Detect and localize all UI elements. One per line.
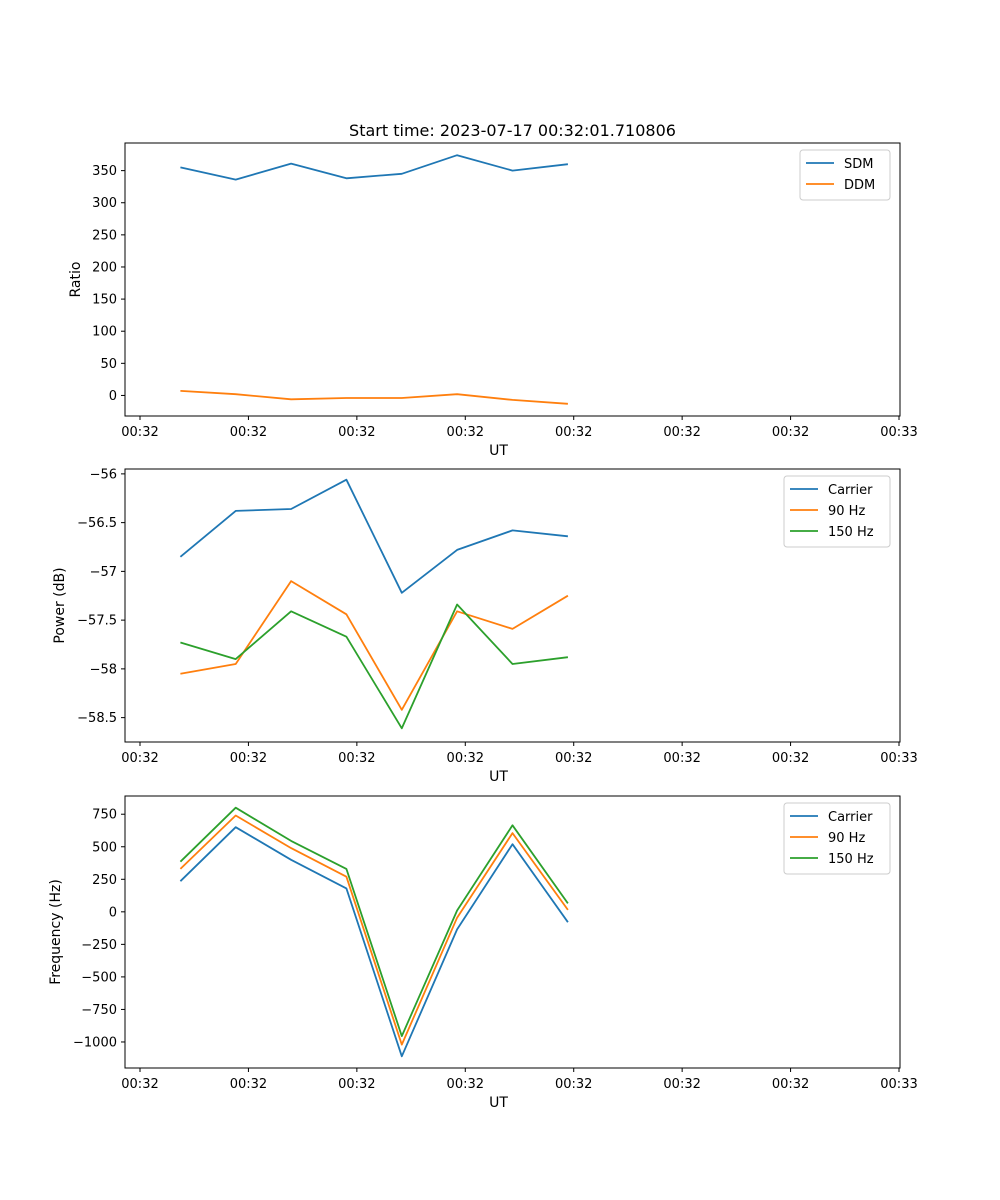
legend-label-carrier: Carrier	[828, 810, 873, 825]
x-tick-label: 00:32	[663, 751, 700, 766]
x-tick-label: 00:32	[555, 1077, 592, 1092]
y-tick-label: 300	[92, 196, 117, 211]
series-line-carrier	[179, 826, 569, 1058]
y-tick-label: 0	[109, 389, 117, 404]
legend-box	[783, 475, 891, 548]
x-tick-label: 00:32	[663, 1077, 700, 1092]
x-tick-label: 00:32	[447, 1077, 484, 1092]
legend-label-150-hz: 150 Hz	[828, 852, 874, 867]
legend: SDM DDM	[799, 149, 891, 201]
x-tick-label: 00:32	[447, 425, 484, 440]
y-tick-label: −500	[81, 970, 117, 985]
legend-label-sdm: SDM	[844, 157, 873, 172]
series-line-90-hz	[180, 580, 569, 711]
legend: Carrier 90 Hz 150 Hz	[783, 802, 891, 875]
y-tick-label: −56	[90, 467, 117, 482]
x-tick-label: 00:32	[230, 751, 267, 766]
chart-title: Start time: 2023-07-17 00:32:01.710806	[349, 121, 676, 140]
x-tick-label: 00:32	[663, 425, 700, 440]
series-line-150-hz	[180, 603, 569, 730]
y-tick-label: 0	[109, 905, 117, 920]
legend-label-carrier: Carrier	[828, 483, 873, 498]
x-tick-label: 00:32	[121, 1077, 158, 1092]
plot-frame	[124, 142, 901, 417]
y-axis-label: Power (dB)	[52, 567, 68, 643]
x-axis-label: UT	[489, 1095, 508, 1111]
y-axis-label: Ratio	[68, 262, 84, 298]
legend-label-90-hz: 90 Hz	[828, 504, 865, 519]
y-tick-label: −58	[90, 662, 117, 677]
y-tick-label: 50	[100, 357, 117, 372]
series-line-150-hz	[179, 806, 569, 1037]
chart-panel-3: −1000 −750 −500 −250 0 250 500 750 00:32 00:32 00:…	[48, 795, 918, 1111]
x-tick-label: 00:32	[555, 751, 592, 766]
y-tick-label: 500	[92, 840, 117, 855]
y-tick-label: −56.5	[77, 516, 117, 531]
y-tick-label: 250	[92, 873, 117, 888]
series-line-carrier	[179, 478, 568, 594]
x-tick-label: 00:32	[230, 425, 267, 440]
y-axis-label: Frequency (Hz)	[48, 879, 64, 985]
y-tick-label: −57	[90, 565, 117, 580]
legend-label-ddm: DDM	[844, 178, 875, 193]
y-tick-label: −57.5	[77, 614, 117, 629]
y-tick-label: 750	[92, 808, 117, 823]
y-tick-label: 250	[92, 228, 117, 243]
x-tick-label: 00:32	[338, 425, 375, 440]
x-tick-label: 00:32	[772, 425, 809, 440]
legend: Carrier 90 Hz 150 Hz	[783, 475, 891, 548]
y-tick-label: 100	[92, 325, 117, 340]
y-tick-label: 200	[92, 260, 117, 275]
x-tick-label: 00:33	[880, 751, 917, 766]
x-tick-label: 00:32	[338, 751, 375, 766]
x-tick-label: 00:33	[880, 1077, 917, 1092]
chart-panel-2: −58.5 −58 −57.5 −57 −56.5 −56 00:32 00:32 00:32 0…	[52, 467, 918, 785]
x-tick-label: 00:32	[772, 751, 809, 766]
plot-frame	[124, 468, 901, 743]
x-tick-label: 00:32	[555, 425, 592, 440]
series-line-ddm	[180, 390, 568, 405]
x-axis-label: UT	[489, 769, 508, 785]
plot-frame	[124, 795, 901, 1069]
y-tick-label: 350	[92, 164, 117, 179]
y-tick-label: −750	[81, 1003, 117, 1018]
legend-box	[783, 802, 891, 875]
x-tick-label: 00:33	[880, 425, 917, 440]
x-tick-label: 00:32	[121, 425, 158, 440]
legend-label-90-hz: 90 Hz	[828, 831, 865, 846]
legend-label-150-hz: 150 Hz	[828, 525, 874, 540]
chart-panel-1: Start time: 2023-07-17 00:32:01.710806 0 5…	[68, 121, 918, 459]
x-axis-label: UT	[489, 443, 508, 459]
x-tick-label: 00:32	[447, 751, 484, 766]
x-tick-label: 00:32	[772, 1077, 809, 1092]
y-tick-label: 150	[92, 293, 117, 308]
y-tick-label: −250	[81, 938, 117, 953]
x-tick-label: 00:32	[338, 1077, 375, 1092]
y-tick-label: −1000	[73, 1035, 117, 1050]
series-line-sdm	[180, 154, 569, 181]
x-tick-label: 00:32	[121, 751, 158, 766]
y-tick-label: −58.5	[77, 711, 117, 726]
x-tick-label: 00:32	[230, 1077, 267, 1092]
series-line-90-hz	[179, 814, 569, 1046]
